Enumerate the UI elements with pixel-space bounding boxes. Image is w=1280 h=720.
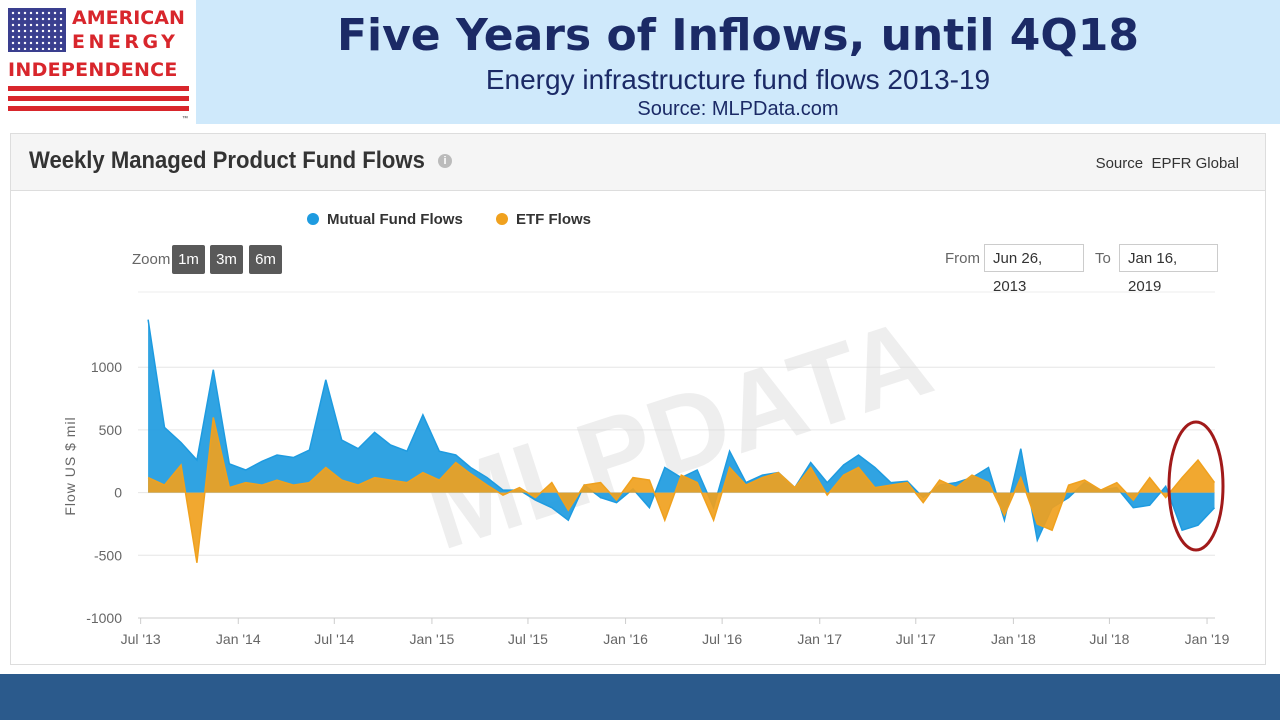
to-label: To <box>1095 250 1111 267</box>
logo-stripe <box>8 106 189 111</box>
x-tick-label: Jan '15 <box>410 631 455 647</box>
zoom-6m-button[interactable]: 6m <box>249 245 282 274</box>
x-tick-label: Jul '14 <box>314 631 354 647</box>
x-tick-label: Jan '14 <box>216 631 261 647</box>
panel-source: Source EPFR Global <box>1096 155 1239 172</box>
y-tick-label: 0 <box>114 485 122 501</box>
logo-line-2: ENERGY <box>72 31 179 53</box>
to-date-input[interactable]: Jan 16, 2019 <box>1119 244 1218 295</box>
zoom-3m-button[interactable]: 3m <box>210 245 243 274</box>
x-tick-label: Jul '18 <box>1089 631 1129 647</box>
x-tick-label: Jul '15 <box>508 631 548 647</box>
panel-title: Weekly Managed Product Fund Flows <box>29 147 425 174</box>
x-tick-label: Jan '19 <box>1185 631 1230 647</box>
chart-panel: Weekly Managed Product Fund Flows i Sour… <box>10 133 1266 665</box>
slide-title: Five Years of Inflows, until 4Q18 <box>336 10 1140 61</box>
us-flag-icon <box>8 8 66 52</box>
logo-line-1: AMERICAN <box>72 7 185 29</box>
zoom-label: Zoom <box>132 251 171 268</box>
watermark: MLPDATA <box>411 295 945 573</box>
x-tick-label: Jan '17 <box>797 631 842 647</box>
legend-item-mutual[interactable]: Mutual Fund Flows <box>307 211 463 228</box>
panel-header: Weekly Managed Product Fund Flows i Sour… <box>11 134 1265 191</box>
logo-stripe <box>8 86 189 91</box>
x-tick-label: Jan '18 <box>991 631 1036 647</box>
info-icon[interactable]: i <box>438 154 452 168</box>
highlight-circle <box>1167 420 1225 552</box>
from-label: From <box>945 250 980 267</box>
legend-item-etf[interactable]: ETF Flows <box>496 211 591 228</box>
panel-source-value: EPFR Global <box>1151 155 1239 172</box>
legend-label-mutual: Mutual Fund Flows <box>327 211 463 228</box>
x-tick-label: Jul '17 <box>896 631 936 647</box>
legend-label-etf: ETF Flows <box>516 211 591 228</box>
x-tick-label: Jul '16 <box>702 631 742 647</box>
brand-logo: AMERICAN ENERGY INDEPENDENCE ™ <box>0 0 196 124</box>
y-axis-title: Flow US $ mil <box>62 416 78 515</box>
etf-flows-line <box>147 417 1216 563</box>
panel-source-label: Source <box>1095 155 1144 172</box>
x-tick-label: Jan '16 <box>603 631 648 647</box>
y-tick-label: 500 <box>99 422 123 438</box>
footer-bar <box>0 674 1280 720</box>
y-tick-label: 1000 <box>91 359 122 375</box>
etf-flows-area <box>148 417 1215 563</box>
legend-dot-etf <box>496 213 508 225</box>
legend-dot-mutual <box>307 213 319 225</box>
logo-stripe <box>8 96 189 101</box>
x-tick-label: Jul '13 <box>121 631 161 647</box>
slide-subtitle: Energy infrastructure fund flows 2013-19 <box>485 64 991 95</box>
trademark-mark: ™ <box>182 116 188 122</box>
logo-line-3: INDEPENDENCE <box>8 59 178 81</box>
y-tick-label: -500 <box>94 547 122 563</box>
slide-source: Source: MLPData.com <box>637 98 839 120</box>
y-tick-label: -1000 <box>86 610 122 626</box>
from-date-input[interactable]: Jun 26, 2013 <box>984 244 1084 295</box>
zoom-1m-button[interactable]: 1m <box>172 245 205 274</box>
header-band <box>196 0 1280 124</box>
